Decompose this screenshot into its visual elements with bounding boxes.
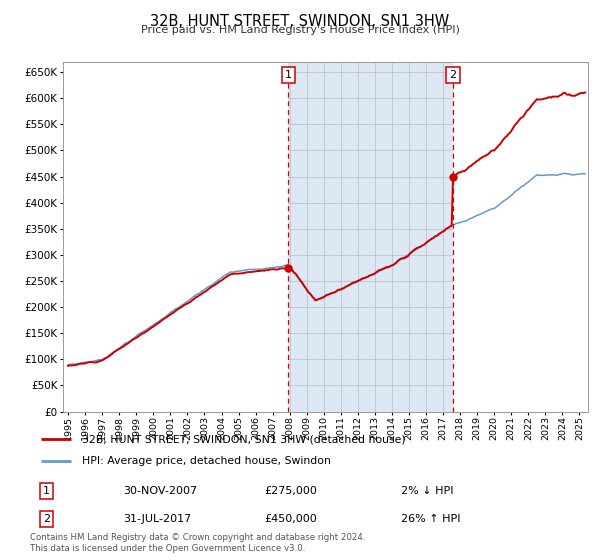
Text: £275,000: £275,000	[265, 486, 317, 496]
Text: £450,000: £450,000	[265, 514, 317, 524]
Text: 32B, HUNT STREET, SWINDON, SN1 3HW: 32B, HUNT STREET, SWINDON, SN1 3HW	[151, 14, 449, 29]
Text: 31-JUL-2017: 31-JUL-2017	[123, 514, 191, 524]
Text: HPI: Average price, detached house, Swindon: HPI: Average price, detached house, Swin…	[82, 456, 331, 466]
Text: 2% ↓ HPI: 2% ↓ HPI	[401, 486, 454, 496]
Text: Price paid vs. HM Land Registry's House Price Index (HPI): Price paid vs. HM Land Registry's House …	[140, 25, 460, 35]
Text: 1: 1	[285, 71, 292, 80]
Text: 1: 1	[43, 486, 50, 496]
Text: 30-NOV-2007: 30-NOV-2007	[123, 486, 197, 496]
Text: 2: 2	[449, 71, 457, 80]
Text: 32B, HUNT STREET, SWINDON, SN1 3HW (detached house): 32B, HUNT STREET, SWINDON, SN1 3HW (deta…	[82, 434, 406, 444]
Text: 26% ↑ HPI: 26% ↑ HPI	[401, 514, 461, 524]
Text: Contains HM Land Registry data © Crown copyright and database right 2024.
This d: Contains HM Land Registry data © Crown c…	[30, 533, 365, 553]
Bar	[453, 62, 588, 412]
Text: 2: 2	[43, 514, 50, 524]
Bar	[63, 62, 288, 412]
